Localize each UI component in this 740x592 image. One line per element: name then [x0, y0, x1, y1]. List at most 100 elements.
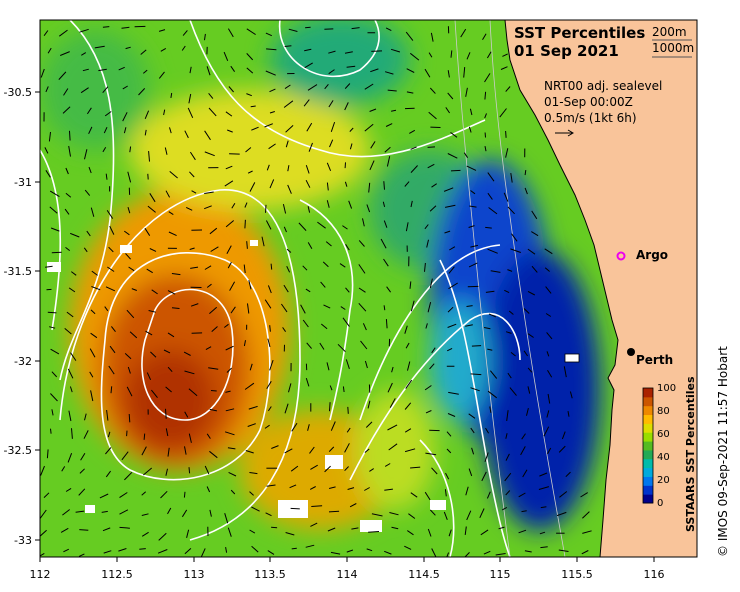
contour-1000m-label: 1000m [652, 41, 694, 55]
current-arrow [119, 492, 128, 499]
current-arrow [165, 190, 171, 198]
current-arrow [391, 109, 397, 112]
current-arrow [168, 231, 177, 237]
current-arrow [225, 547, 228, 553]
current-arrow [320, 323, 328, 330]
current-arrow [225, 165, 233, 170]
x-axis: 112 112.5 113 113.5 114 114.5 115 115.5 … [30, 557, 665, 581]
map-frame [39, 19, 698, 558]
current-arrow [368, 531, 380, 533]
current-arrow [358, 264, 366, 274]
map-date: 01 Sep 2021 [514, 42, 619, 60]
current-arrow [64, 208, 70, 215]
current-arrow [487, 192, 493, 200]
current-arrow [251, 506, 260, 512]
current-arrow [449, 246, 456, 251]
current-arrow [328, 69, 335, 75]
current-arrow [569, 391, 573, 399]
current-arrow [408, 513, 416, 519]
current-arrow [65, 192, 72, 198]
current-arrow [365, 421, 373, 428]
current-arrow [427, 301, 432, 313]
current-arrow [167, 290, 176, 295]
current-arrow [71, 428, 73, 439]
current-arrow [324, 465, 331, 473]
current-arrow [448, 529, 452, 537]
current-arrow [283, 284, 289, 293]
current-arrow [103, 550, 112, 554]
current-arrow [428, 52, 433, 58]
current-arrow [505, 433, 508, 439]
current-arrow [84, 413, 87, 421]
current-arrow [303, 99, 310, 107]
x-tick-label: 115.5 [561, 568, 593, 581]
y-tick-label: -31.5 [4, 265, 32, 278]
current-arrow [430, 32, 434, 42]
current-arrow [160, 490, 168, 499]
current-arrow [124, 471, 133, 481]
current-arrow [90, 390, 94, 402]
current-arrow [460, 28, 467, 38]
current-arrow [148, 151, 150, 162]
current-arrow [488, 207, 498, 215]
current-arrow [79, 529, 89, 531]
current-arrow [358, 302, 367, 312]
current-arrow [247, 423, 256, 427]
current-arrow [384, 146, 391, 153]
current-arrow [346, 65, 356, 68]
current-arrow [446, 431, 452, 437]
current-arrow [243, 340, 246, 347]
current-arrow [269, 111, 275, 114]
current-arrow [283, 226, 287, 233]
current-arrow [230, 306, 236, 314]
current-arrow [582, 530, 592, 534]
current-arrow [500, 66, 508, 70]
current-arrow [86, 107, 92, 115]
argo-marker-icon[interactable] [616, 251, 626, 261]
current-arrow [43, 30, 49, 36]
current-arrow [556, 511, 567, 517]
current-arrow [189, 247, 195, 250]
current-arrow [165, 386, 172, 393]
current-arrow [328, 50, 336, 54]
x-tick-label: 114.5 [408, 568, 440, 581]
colorbar-swatch [643, 432, 653, 442]
current-arrow [65, 167, 69, 175]
perth-label: Perth [636, 353, 673, 367]
current-arrow [527, 290, 536, 296]
current-arrow [246, 241, 248, 249]
current-arrow [345, 287, 350, 293]
current-arrow [429, 87, 436, 94]
current-arrow [427, 528, 432, 537]
current-arrow [250, 105, 256, 108]
current-arrow [329, 385, 333, 391]
current-arrow [223, 323, 229, 328]
current-arrow [148, 310, 156, 313]
current-arrow [384, 71, 394, 75]
current-arrow [567, 411, 570, 417]
current-arrow [360, 340, 368, 350]
perth-marker-icon[interactable] [627, 348, 635, 356]
current-arrow [507, 269, 513, 272]
current-arrow [371, 513, 383, 517]
current-arrow [342, 317, 350, 327]
current-arrow [520, 446, 526, 456]
current-arrow [224, 431, 235, 436]
current-arrow [349, 143, 353, 150]
current-arrow [291, 547, 297, 550]
current-arrow [102, 146, 107, 153]
current-arrow [205, 346, 212, 351]
current-arrow [188, 388, 198, 397]
current-arrow [370, 141, 376, 149]
current-arrow [521, 433, 526, 440]
current-arrow [189, 66, 192, 74]
current-arrow [189, 151, 196, 161]
current-arrow [427, 146, 436, 148]
current-arrow [227, 261, 232, 269]
current-arrow [448, 266, 455, 274]
current-arrow [387, 89, 397, 92]
current-arrow [362, 323, 367, 331]
current-arrow [487, 172, 495, 182]
current-arrow [206, 433, 211, 439]
credit-text: © IMOS 09-Sep-2021 11:57 Hobart [716, 346, 730, 557]
